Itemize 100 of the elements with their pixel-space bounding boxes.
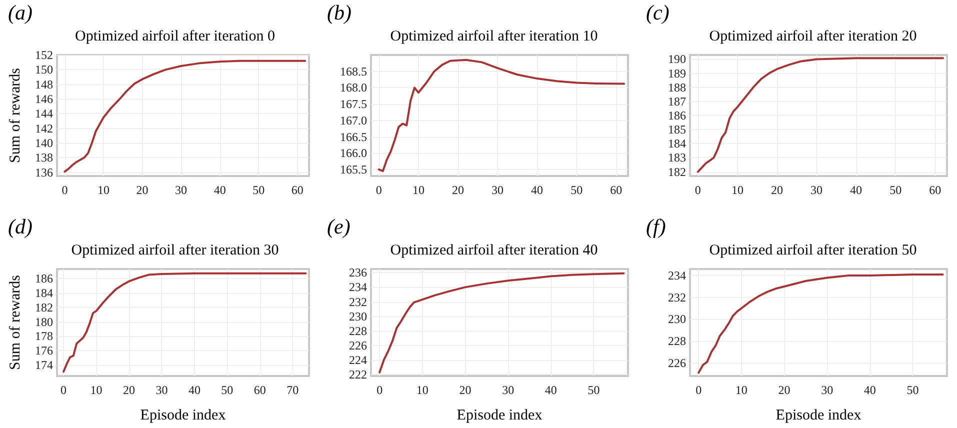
x-tick-label: 60: [929, 183, 942, 197]
x-tick-label: 60: [291, 183, 304, 197]
y-tick-label: 224: [349, 352, 367, 367]
y-tick-label: 138: [35, 150, 53, 165]
y-tick-label: 232: [668, 290, 686, 304]
chart-title: Optimized airfoil after iteration 40: [390, 242, 598, 258]
y-tick-label: 168.0: [340, 80, 367, 95]
y-tick-label: 152: [35, 48, 53, 62]
y-tick-label: 165.5: [340, 162, 367, 176]
x-axis-title: Episode index: [456, 408, 543, 424]
x-tick-label: 0: [62, 183, 68, 197]
y-tick-label: 150: [35, 62, 53, 77]
x-tick-label: 20: [452, 183, 464, 197]
y-tick-label: 167.5: [340, 97, 367, 112]
x-tick-label: 10: [416, 383, 428, 397]
x-tick-label: 40: [531, 183, 544, 197]
chart-title: Optimized airfoil after iteration 30: [71, 242, 279, 258]
line-series: [378, 272, 625, 374]
chart-title: Optimized airfoil after iteration 20: [709, 28, 917, 44]
x-tick-label: 10: [98, 183, 110, 197]
x-tick-label: 10: [412, 183, 424, 197]
y-tick-label: 226: [349, 338, 367, 352]
x-tick-label: 20: [123, 383, 135, 397]
y-tick-label: 183: [668, 150, 686, 165]
y-tick-label: 188: [668, 80, 686, 94]
y-tick-label: 184: [668, 136, 686, 151]
y-tick-label: 232: [349, 294, 367, 309]
text: (d): [8, 214, 32, 238]
chart-title: Optimized airfoil after iteration 10: [390, 28, 598, 44]
y-tick-label: 176: [35, 344, 53, 358]
x-tick-label: 50: [252, 183, 265, 197]
y-tick-label: 190: [668, 52, 686, 66]
line-series: [378, 58, 626, 172]
x-tick-label: 30: [502, 383, 514, 397]
x-tick-label: 50: [588, 383, 600, 397]
x-axis-title: Episode index: [776, 408, 862, 424]
x-tick-label: 60: [610, 183, 622, 197]
y-tick-label: 148: [35, 77, 53, 92]
y-tick-label: 236: [349, 266, 367, 280]
y-tick-label: 228: [349, 324, 367, 338]
y-tick-label: 146: [35, 92, 53, 106]
y-tick-label: 226: [668, 356, 686, 370]
text: (e): [327, 214, 350, 238]
x-tick-label: 40: [544, 383, 557, 397]
y-tick-label: 184: [35, 286, 53, 300]
text: (c): [646, 0, 670, 24]
text: (a): [8, 0, 32, 24]
x-tick-label: 60: [254, 383, 266, 397]
y-tick-label: 166.5: [340, 130, 367, 144]
y-tick-label: 136: [35, 165, 53, 180]
y-tick-label: 174: [35, 358, 53, 372]
x-tick-label: 30: [156, 383, 168, 397]
y-tick-label: 186: [35, 271, 53, 286]
x-tick-label: 70: [286, 383, 299, 397]
y-tick-label: 230: [668, 312, 686, 326]
x-tick-label: 40: [214, 183, 226, 197]
x-tick-label: 10: [90, 383, 102, 397]
y-tick-label: 166.0: [340, 146, 367, 160]
y-tick-label: 144: [35, 106, 53, 121]
x-tick-label: 50: [906, 383, 919, 397]
x-tick-label: 0: [376, 383, 383, 397]
line-series: [698, 273, 944, 374]
y-tick-label: 234: [668, 268, 686, 283]
y-tick-label: 234: [349, 280, 367, 294]
x-tick-label: 40: [864, 383, 876, 397]
x-tick-label: 50: [570, 183, 583, 197]
x-tick-label: 40: [188, 383, 200, 397]
y-tick-label: 228: [668, 334, 686, 348]
x-tick-label: 40: [850, 183, 862, 197]
x-tick-label: 10: [731, 183, 744, 197]
y-tick-label: 185: [668, 122, 686, 137]
y-tick-label: 230: [349, 309, 367, 324]
text: (f): [646, 214, 666, 238]
y-tick-label: 182: [35, 300, 53, 314]
chart-title: Optimized airfoil after iteration 0: [75, 28, 275, 44]
x-tick-label: 50: [221, 383, 234, 397]
y-tick-label: 189: [668, 66, 686, 80]
y-axis-title: Sum of rewards: [8, 68, 24, 163]
x-tick-label: 0: [60, 383, 67, 397]
x-tick-label: 20: [778, 383, 790, 397]
x-tick-label: 30: [821, 383, 834, 397]
x-tick-label: 30: [175, 183, 188, 197]
y-tick-label: 168.5: [340, 64, 367, 78]
y-tick-label: 222: [349, 368, 367, 382]
x-tick-label: 0: [694, 183, 701, 197]
x-tick-label: 50: [890, 183, 902, 197]
x-tick-label: 20: [459, 383, 472, 397]
x-tick-label: 30: [810, 183, 823, 197]
y-tick-label: 186: [668, 108, 686, 122]
x-tick-label: 30: [492, 183, 504, 197]
y-tick-label: 140: [35, 136, 53, 150]
x-tick-label: 20: [136, 183, 148, 197]
x-tick-label: 20: [770, 183, 783, 197]
y-tick-label: 180: [35, 314, 53, 329]
y-tick-label: 167.0: [340, 113, 367, 128]
y-tick-label: 187: [668, 94, 686, 108]
x-tick-label: 0: [376, 183, 382, 197]
chart-title: Optimized airfoil after iteration 50: [709, 242, 917, 258]
line-series: [696, 57, 944, 173]
text: (b): [327, 0, 352, 24]
